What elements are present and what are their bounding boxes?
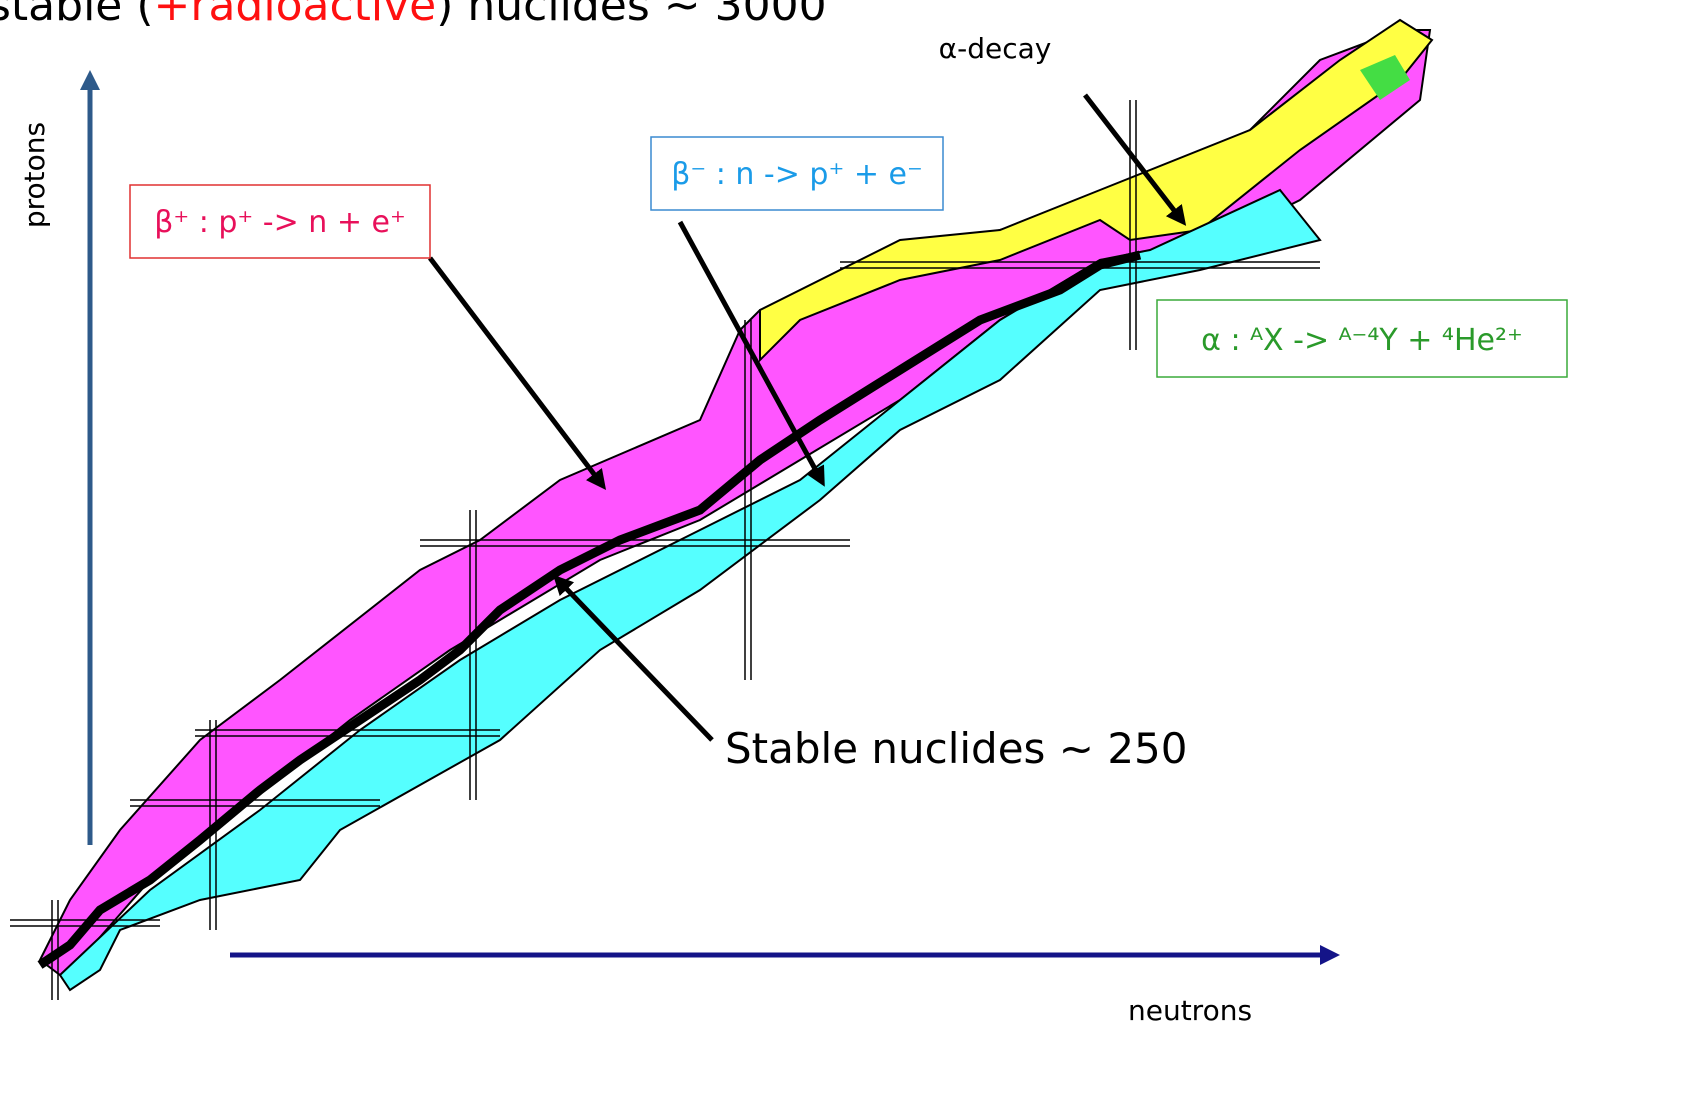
green-region	[1360, 55, 1410, 100]
beta-plus-label: β⁺ : p⁺ -> n + e⁺	[154, 205, 406, 240]
title-highlight: +radioactive	[154, 0, 437, 31]
annotation-arrows	[428, 93, 1187, 742]
magic-lines	[10, 100, 1320, 1000]
stable-label: Stable nuclides ~ 250	[725, 724, 1188, 773]
beta-minus-box	[650, 136, 944, 211]
alpha-label: α : ᴬX -> ᴬ⁻⁴Y + ⁴He²⁺	[1201, 323, 1523, 358]
beta-minus-label: β⁻ : n -> p⁺ + e⁻	[671, 157, 923, 192]
x-axis-label: neutrons	[1128, 994, 1252, 1027]
y-axis-label: protons	[18, 122, 51, 228]
slide-title: stable (+radioactive) nuclides ~ 3000	[0, 0, 827, 31]
alpha-region	[759, 18, 1434, 363]
beta-plus-box	[129, 184, 431, 259]
alpha-box	[1156, 299, 1568, 378]
title-part: ) nuclides ~ 3000	[436, 0, 826, 31]
beta-minus-region	[58, 188, 1322, 992]
title-part: stable (	[0, 0, 154, 31]
nuclide-chart	[10, 18, 1434, 1000]
alpha-decay-label: α-decay	[939, 32, 1052, 65]
stability-line	[37, 250, 1142, 969]
